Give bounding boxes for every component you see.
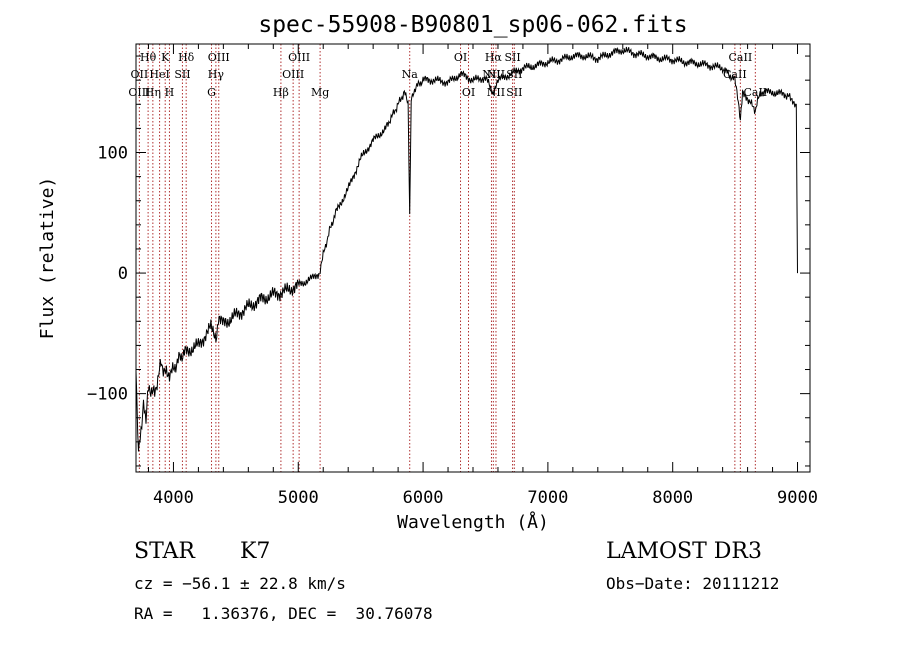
line-label: NII [487,86,505,99]
line-label: G [207,86,216,99]
line-label: CaII [743,86,767,99]
line-label: OIII [282,68,304,81]
line-label: SII [506,86,522,99]
x-tick-label: 8000 [652,488,693,508]
line-label: SII [504,51,520,64]
x-tick-label: 6000 [403,488,444,508]
spectrum-series-line [135,46,798,452]
line-label: Hδ [178,51,195,64]
line-labels: Hθ OII OIII K HeI Hη Hδ SII H OIII Hγ G OIII OIII Hβ Mg… [128,51,767,99]
redshift-cz: cz = −56.1 ± 22.8 km/s [134,574,346,593]
line-label: NII [487,68,505,81]
line-label: K [161,51,170,64]
line-label: OIII [128,86,150,99]
x-tick-label: 4000 [153,488,194,508]
observation-date: Obs−Date: 20111212 [606,574,780,593]
line-label: OIII [208,51,230,64]
plot-frame [135,43,811,473]
line-label: CaII [729,51,753,64]
ra-dec-coordinates: RA = 1.36376, DEC = 30.76078 [134,604,433,623]
x-tick-label: 7000 [527,488,568,508]
emission-line-markers [138,44,756,472]
y-axis-label: Flux (relative) [37,177,58,340]
line-label: Hγ [208,68,225,81]
line-label: SII [174,68,190,81]
y-tick-label: 100 [97,144,128,164]
line-label: CaII [723,68,747,81]
line-label: Na [402,68,419,81]
line-label: SII [506,68,522,81]
line-label: OI [454,51,467,64]
y-tick-label: 0 [118,264,128,284]
object-class: STAR [134,539,195,564]
x-tick-label: 5000 [278,488,319,508]
x-tick-label: 9000 [777,488,818,508]
line-label: Hα [485,51,503,64]
line-label: OI [462,86,475,99]
axis-ticks: 4000 5000 6000 7000 8000 9000 −100 0 100 [87,44,818,508]
y-tick-label: −100 [87,385,128,405]
line-label: Hβ [273,86,289,99]
line-label: NII [482,68,500,81]
line-label: OIII [288,51,310,64]
object-subclass: K7 [240,539,271,564]
line-label: H [165,86,175,99]
chart-title: spec-55908-B90801_sp06-062.fits [258,12,687,38]
line-label: Hη [145,86,161,99]
line-label: HeI [149,68,169,81]
line-label: OII [131,68,149,81]
line-label: Mg [311,86,329,99]
survey-name: LAMOST DR3 [606,539,762,564]
x-axis-label: Wavelength (Å) [397,511,549,533]
line-label: Hθ [140,51,157,64]
